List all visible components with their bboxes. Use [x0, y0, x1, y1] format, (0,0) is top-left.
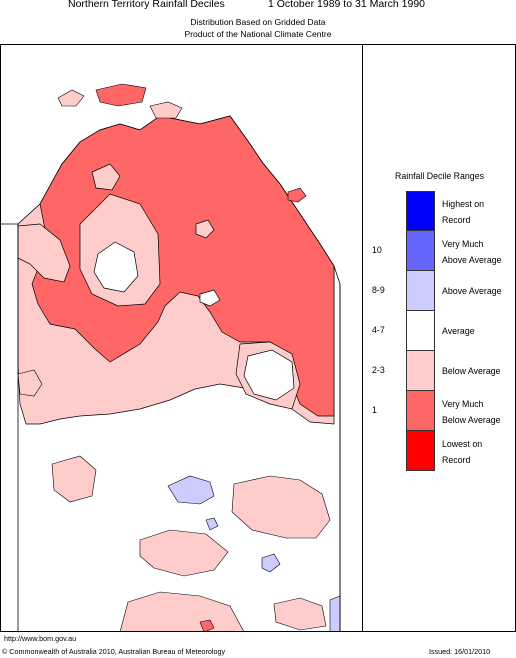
legend-decile: 8-9 — [372, 285, 385, 295]
patch-above-average-central — [167, 475, 215, 505]
patch-below-average-south-east — [231, 475, 331, 539]
patch-below-average-south-east-2 — [273, 597, 327, 631]
rainfall-decile-map — [0, 44, 363, 632]
footer-url[interactable]: http://www.bom.gov.au — [4, 634, 77, 643]
map-period: 1 October 1989 to 31 March 1990 — [268, 0, 426, 10]
island-east-coast — [287, 187, 307, 203]
legend-label-line1: Lowest on — [442, 439, 483, 449]
patch-very-much-below-average-south — [199, 619, 215, 632]
legend-swatch — [406, 191, 435, 231]
legend-label-line1: Highest on — [442, 199, 485, 209]
legend-divider — [362, 44, 363, 632]
legend-label-line2: Below Average — [442, 415, 501, 425]
legend-title: Rainfall Decile Ranges — [395, 171, 484, 181]
legend-label: Lowest on Record — [442, 436, 514, 468]
map-title-text: Northern Territory Rainfall Deciles — [68, 0, 225, 10]
legend-decile: 1 — [372, 405, 377, 415]
patch-below-average-east — [195, 219, 215, 239]
patch-above-average-east-edge — [329, 595, 341, 632]
legend-label: Below Average — [442, 366, 501, 376]
patch-average-small — [199, 289, 221, 307]
legend-label-line1: Very Much — [442, 239, 484, 249]
map-subtitle-product: Product of the National Climate Centre — [184, 29, 332, 39]
patch-below-average-south-central — [139, 529, 229, 577]
legend-decile: 10 — [372, 245, 382, 255]
patch-below-average-south-west — [17, 369, 43, 397]
legend-decile: 2-3 — [372, 365, 385, 375]
footer-issued: Issued: 16/01/2010 — [429, 647, 491, 656]
patch-above-average-small — [205, 517, 219, 531]
patch-above-average-south — [261, 553, 281, 573]
island-north-east — [149, 101, 183, 119]
legend-label-line2: Record — [442, 215, 471, 225]
legend-label: Above Average — [442, 286, 502, 296]
map-frame — [0, 44, 516, 632]
legend-swatch — [406, 311, 435, 351]
legend-label-line2: Above Average — [442, 255, 502, 265]
legend-swatch — [406, 391, 435, 431]
patch-below-average-south — [119, 591, 245, 632]
patch-below-average-south-west-2 — [51, 455, 97, 503]
legend-label: Very Much Below Average — [442, 396, 514, 428]
legend-label: Highest on Record — [442, 196, 514, 228]
legend-label-line1: Very Much — [442, 399, 484, 409]
legend-swatch — [406, 271, 435, 311]
legend-swatch — [406, 351, 435, 391]
legend-swatch — [406, 231, 435, 271]
legend-swatch — [406, 431, 435, 471]
patch-below-average-north — [91, 163, 121, 191]
footer-copyright: © Commonwealth of Australia 2010, Austra… — [2, 647, 226, 656]
legend-label: Very Much Above Average — [442, 236, 514, 268]
legend-decile: 4-7 — [372, 325, 385, 335]
patch-below-average-west-edge — [17, 223, 71, 283]
legend-label: Average — [442, 326, 475, 336]
legend-label-line2: Record — [442, 455, 471, 465]
island-north-west — [57, 89, 85, 107]
map-subtitle-distribution: Distribution Based on Gridded Data — [190, 17, 326, 27]
patch-average-west — [93, 241, 139, 293]
island-north-central — [95, 83, 147, 107]
patch-average-central — [243, 349, 295, 401]
map-title: Northern Territory Rainfall Deciles 1 Oc… — [0, 0, 516, 12]
